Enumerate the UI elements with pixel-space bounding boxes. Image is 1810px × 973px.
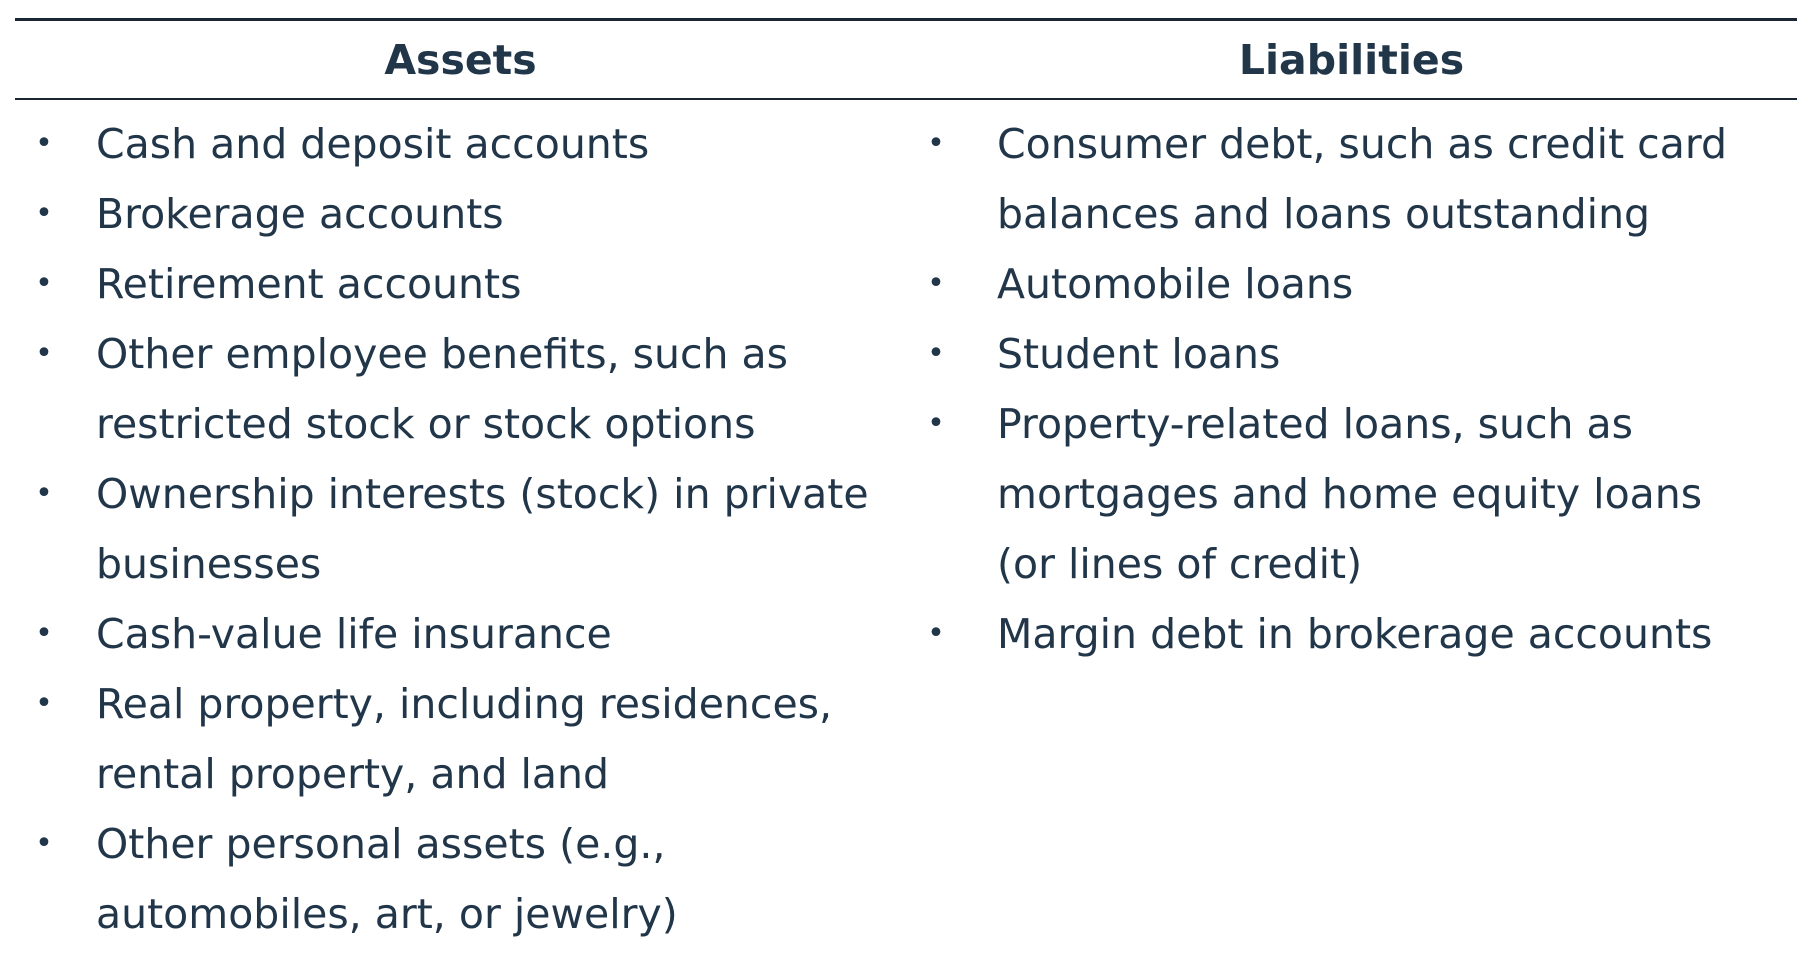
bullet-icon: • bbox=[927, 336, 945, 371]
asset-item-text: Ownership interests (stock) in private b… bbox=[96, 470, 869, 588]
liabilities-column: • Consumer debt, such as credit card bala… bbox=[906, 109, 1797, 949]
list-item: • Brokerage accounts bbox=[15, 179, 906, 249]
list-item: • Cash-value life insurance bbox=[15, 599, 906, 669]
bullet-icon: • bbox=[35, 686, 53, 721]
list-item: • Automobile loans bbox=[906, 249, 1797, 319]
assets-list: • Cash and deposit accounts • Brokerage ac… bbox=[15, 109, 906, 949]
list-item: • Margin debt in brokerage accounts bbox=[906, 599, 1797, 669]
bullet-icon: • bbox=[35, 476, 53, 511]
table-header-row: Assets Liabilities bbox=[15, 21, 1797, 98]
bullet-icon: • bbox=[927, 406, 945, 441]
header-assets: Assets bbox=[384, 35, 537, 84]
list-item: • Cash and deposit accounts bbox=[15, 109, 906, 179]
asset-item-text: Other employee benefits, such as restric… bbox=[96, 330, 789, 448]
liabilities-list: • Consumer debt, such as credit card bala… bbox=[906, 109, 1797, 669]
asset-item-text: Cash-value life insurance bbox=[96, 610, 612, 658]
assets-column: • Cash and deposit accounts • Brokerage ac… bbox=[15, 109, 906, 949]
list-item: • Other personal assets (e.g., automobile… bbox=[15, 809, 906, 949]
list-item: • Property-related loans, such as mortgag… bbox=[906, 389, 1797, 599]
bullet-icon: • bbox=[35, 126, 53, 161]
list-item: • Consumer debt, such as credit card bala… bbox=[906, 109, 1797, 249]
liability-item-text: Property-related loans, such as mortgage… bbox=[997, 400, 1703, 588]
asset-item-text: Cash and deposit accounts bbox=[96, 120, 650, 168]
asset-item-text: Other personal assets (e.g., automobiles… bbox=[96, 820, 678, 938]
list-item: • Retirement accounts bbox=[15, 249, 906, 319]
bullet-icon: • bbox=[35, 616, 53, 651]
table-body-row: • Cash and deposit accounts • Brokerage ac… bbox=[15, 100, 1797, 949]
liability-item-text: Consumer debt, such as credit card balan… bbox=[997, 120, 1728, 238]
list-item: • Ownership interests (stock) in private … bbox=[15, 459, 906, 599]
bullet-icon: • bbox=[927, 126, 945, 161]
liability-item-text: Margin debt in brokerage accounts bbox=[997, 610, 1713, 658]
table-header-rule bbox=[15, 98, 1797, 100]
list-item: • Real property, including residences, re… bbox=[15, 669, 906, 809]
asset-item-text: Retirement accounts bbox=[96, 260, 522, 308]
list-item: • Student loans bbox=[906, 319, 1797, 389]
liability-item-text: Student loans bbox=[997, 330, 1281, 378]
list-item: • Other employee benefits, such as restri… bbox=[15, 319, 906, 459]
bullet-icon: • bbox=[35, 196, 53, 231]
bullet-icon: • bbox=[35, 336, 53, 371]
asset-item-text: Real property, including residences, ren… bbox=[96, 680, 833, 798]
bullet-icon: • bbox=[35, 826, 53, 861]
assets-liabilities-table: Assets Liabilities • Cash and deposit acc… bbox=[15, 18, 1797, 949]
liability-item-text: Automobile loans bbox=[997, 260, 1354, 308]
header-liabilities: Liabilities bbox=[1238, 35, 1465, 84]
bullet-icon: • bbox=[35, 266, 53, 301]
bullet-icon: • bbox=[927, 616, 945, 651]
bullet-icon: • bbox=[927, 266, 945, 301]
table-top-rule bbox=[15, 18, 1797, 21]
asset-item-text: Brokerage accounts bbox=[96, 190, 504, 238]
